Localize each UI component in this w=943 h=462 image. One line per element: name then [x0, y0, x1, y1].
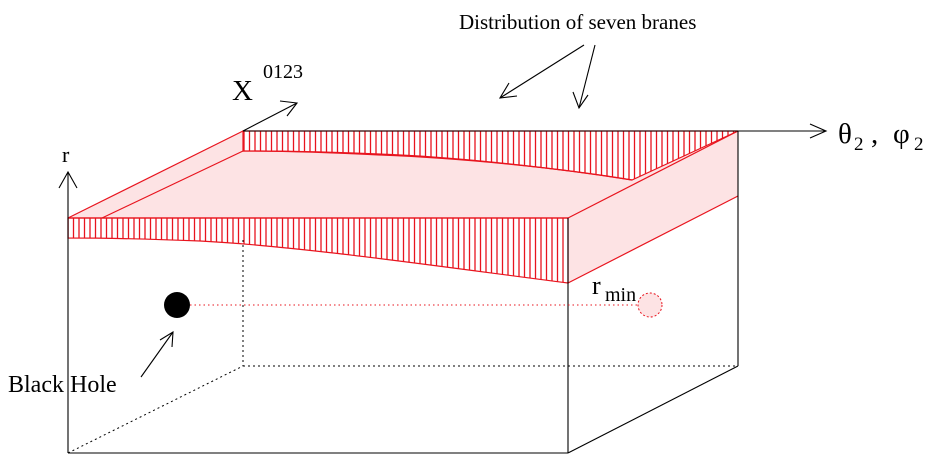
- rmin-subscript: min: [605, 284, 636, 306]
- box-hidden-edges: [67, 240, 738, 454]
- black-hole-pointer-arrow: [140, 330, 174, 378]
- phi-subscript: 2: [914, 134, 924, 155]
- box-outline: [67, 130, 739, 454]
- r-axis-arrow: [58, 170, 78, 218]
- black-hole-label: Black Hole: [8, 372, 117, 398]
- black-hole-disk: [164, 292, 190, 318]
- brane-inner-edge-back: [242, 150, 633, 181]
- diagram-title: Distribution of seven branes: [459, 10, 696, 34]
- x0123-axis-arrow: [242, 100, 299, 132]
- comma-separator: ,: [871, 118, 878, 150]
- brane-top-left-edge: [67, 130, 244, 219]
- r-axis-label: r: [62, 142, 70, 167]
- rmin-marker: [637, 292, 663, 318]
- brane-right-side: [568, 131, 738, 283]
- title-pointer-arrows: [498, 44, 596, 110]
- theta-symbol: θ: [838, 118, 852, 150]
- rmin-label: r: [592, 271, 601, 300]
- x-axis-label: X: [232, 75, 253, 107]
- theta-subscript: 2: [854, 134, 864, 155]
- brane-inner-edge-left: [101, 150, 244, 219]
- theta-phi-axis-arrow: [738, 123, 828, 139]
- phi-symbol: φ: [893, 118, 910, 150]
- brane-right-bottom-edge: [567, 195, 739, 284]
- brane-top-right-edge: [567, 130, 739, 219]
- brane-front-hatched-band: [67, 217, 569, 284]
- x-axis-superscript: 0123: [263, 61, 303, 83]
